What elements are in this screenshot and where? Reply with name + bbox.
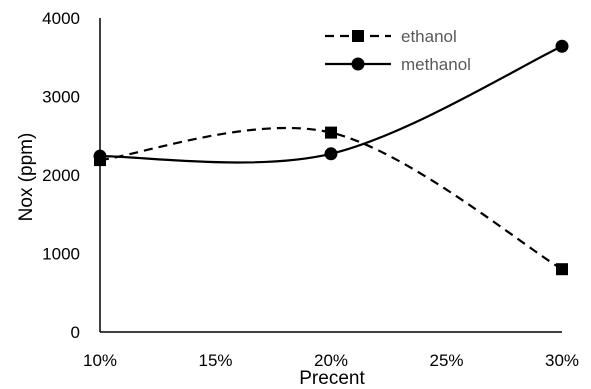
data-point-ethanol xyxy=(325,126,337,139)
series-line-ethanol xyxy=(99,126,563,271)
y-tick-label: 1000 xyxy=(42,245,80,264)
data-point-methanol xyxy=(555,39,569,53)
x-axis-title: Precent xyxy=(299,368,365,389)
x-tick-label: 30% xyxy=(545,351,579,370)
series-layer xyxy=(93,39,569,276)
data-point-methanol xyxy=(93,149,107,163)
y-tick-labels: 0 1000 2000 3000 4000 xyxy=(42,9,80,342)
x-tick-label: 25% xyxy=(429,351,463,370)
data-point-methanol xyxy=(324,147,338,161)
data-point-ethanol xyxy=(556,263,568,276)
x-tick-label: 10% xyxy=(83,351,117,370)
x-tick-label: 20% xyxy=(314,351,348,370)
y-tick-label: 2000 xyxy=(42,166,80,185)
legend: ethanol methanol xyxy=(325,27,471,74)
y-axis-title: Nox (ppm) xyxy=(16,133,37,222)
y-tick-label: 0 xyxy=(71,323,80,342)
x-tick-labels: 10% 15% 20% 25% 30% xyxy=(83,351,579,370)
legend-label-ethanol: ethanol xyxy=(401,27,457,46)
y-tick-label: 3000 xyxy=(42,88,80,107)
legend-marker-ethanol xyxy=(352,30,364,42)
legend-label-methanol: methanol xyxy=(401,55,471,74)
legend-marker-methanol xyxy=(351,57,365,71)
series-methanol xyxy=(93,39,569,164)
y-tick-label: 4000 xyxy=(42,9,80,28)
x-tick-label: 15% xyxy=(198,351,232,370)
